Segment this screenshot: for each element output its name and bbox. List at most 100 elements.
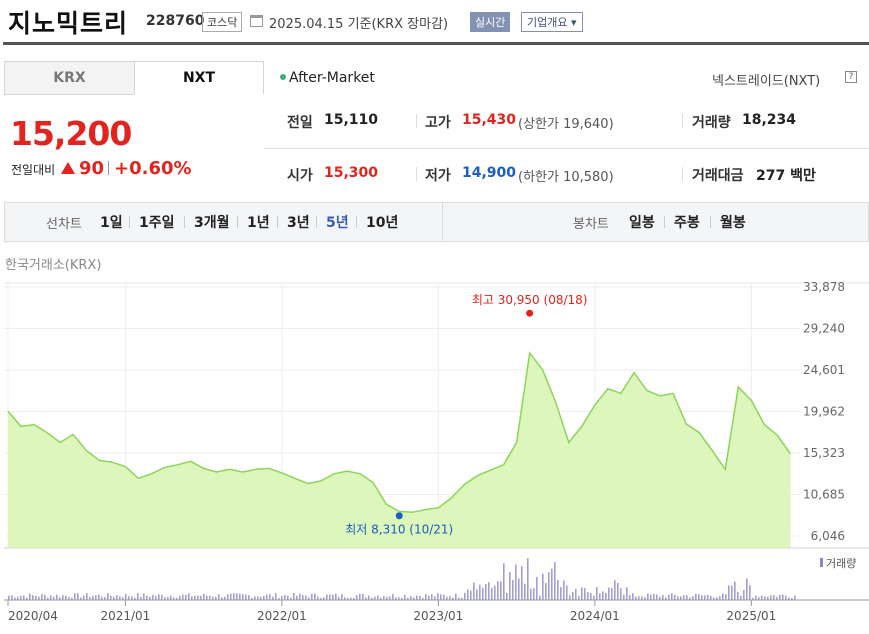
volume-bar <box>251 597 253 600</box>
volume-bar <box>593 595 595 600</box>
volume-bar <box>155 595 157 600</box>
period-separator <box>356 216 357 228</box>
volume-bar <box>524 583 526 600</box>
volume-bar <box>572 592 574 600</box>
period-1y[interactable]: 1년 <box>247 215 270 231</box>
x-tick-label: 2024/01 <box>570 609 620 623</box>
volume-bar <box>746 578 748 600</box>
volume-bar <box>686 595 688 600</box>
volume-bar <box>431 594 433 600</box>
volume-bar <box>392 594 394 600</box>
nxt-link[interactable]: 넥스트레이드(NXT) <box>712 74 821 89</box>
volume-bar <box>38 596 40 600</box>
volume-bar <box>389 596 391 600</box>
volume-bar <box>299 593 301 600</box>
period-1w[interactable]: 1주일 <box>139 215 175 231</box>
volume-bar <box>566 585 568 600</box>
open-value: 15,300 <box>324 165 379 181</box>
help-icon[interactable]: ? <box>845 71 857 83</box>
stat-separator <box>682 167 683 181</box>
volume-bar <box>323 597 325 600</box>
volume-bar <box>71 597 73 600</box>
volume-bar <box>35 595 37 600</box>
volume-bar <box>761 595 763 600</box>
volume-bar <box>410 595 412 600</box>
tab-nxt[interactable]: NXT <box>134 61 264 95</box>
volume-bar <box>62 595 64 600</box>
volume-bar <box>683 595 685 600</box>
volume-bar <box>509 572 511 600</box>
candle-monthly[interactable]: 월봉 <box>720 215 746 231</box>
volume-bar <box>347 597 349 600</box>
change-label: 전일대비 <box>11 163 56 177</box>
volume-bar <box>335 593 337 600</box>
volume-bar <box>494 585 496 600</box>
volume-bar <box>191 596 193 600</box>
volume-bar <box>239 593 241 600</box>
period-3m[interactable]: 3개월 <box>194 215 230 231</box>
open-label: 시가 <box>287 168 313 184</box>
volume-bar <box>758 597 760 600</box>
volume-bar <box>767 596 769 600</box>
volume-bar <box>221 597 223 600</box>
volume-bar <box>665 597 667 600</box>
volume-bar <box>254 596 256 600</box>
volume-bar <box>29 593 31 600</box>
volume-bar <box>17 596 19 600</box>
y-tick-label: 24,601 <box>803 363 845 377</box>
volume-bar <box>545 583 547 600</box>
low-label: 저가 <box>425 168 451 184</box>
volume-bar <box>743 589 745 600</box>
volume-bar <box>557 579 559 600</box>
after-market-label: After-Market <box>289 70 375 86</box>
volume-bar <box>446 596 448 600</box>
volume-bar <box>404 594 406 600</box>
volume-bar <box>785 595 787 600</box>
realtime-button[interactable]: 실시간 <box>470 12 511 32</box>
volume-bar <box>542 573 544 600</box>
volume-bar <box>464 592 466 600</box>
volume-bar <box>512 579 514 600</box>
volume-bar <box>185 594 187 600</box>
volume-bar <box>320 597 322 600</box>
period-1d[interactable]: 1일 <box>100 215 123 231</box>
volume-bar <box>158 594 160 600</box>
volume-bar <box>11 595 13 600</box>
volume-bar <box>356 595 358 600</box>
period-3y[interactable]: 3년 <box>287 215 310 231</box>
volume-bar <box>317 596 319 600</box>
volume-bar <box>458 597 460 600</box>
volume-bar <box>272 596 274 600</box>
volume-bar <box>101 596 103 600</box>
volume-value: 18,234 <box>742 112 797 128</box>
period-5y[interactable]: 5년 <box>326 215 349 231</box>
y-tick-label: 33,878 <box>803 280 845 294</box>
volume-bar <box>95 595 97 600</box>
volume-bar <box>125 594 127 600</box>
lower-limit: (하한가 10,580) <box>518 170 614 185</box>
period-10y[interactable]: 10년 <box>366 215 399 231</box>
volume-bar <box>644 597 646 600</box>
volume-bar <box>14 597 16 600</box>
volume-bar <box>236 593 238 600</box>
tab-krx[interactable]: KRX <box>4 61 135 95</box>
volume-bar <box>137 593 139 600</box>
company-overview-dropdown[interactable]: 기업개요 ▾ <box>521 12 583 32</box>
stock-code: 228760 <box>146 13 205 29</box>
volume-bar <box>482 587 484 600</box>
volume-bar <box>338 596 340 600</box>
x-tick-label: 2021/01 <box>100 609 150 623</box>
volume-bar <box>497 581 499 600</box>
change-percent: +0.60% <box>114 158 192 179</box>
candle-weekly[interactable]: 주봉 <box>674 215 700 231</box>
volume-bar <box>233 593 235 600</box>
volume-bar <box>485 583 487 600</box>
volume-bar <box>695 593 697 600</box>
stat-separator <box>416 167 417 181</box>
volume-bar <box>728 585 730 600</box>
volume-bar <box>437 593 439 600</box>
candle-daily[interactable]: 일봉 <box>629 215 655 231</box>
volume-bar <box>617 582 619 600</box>
calendar-icon <box>250 15 263 27</box>
